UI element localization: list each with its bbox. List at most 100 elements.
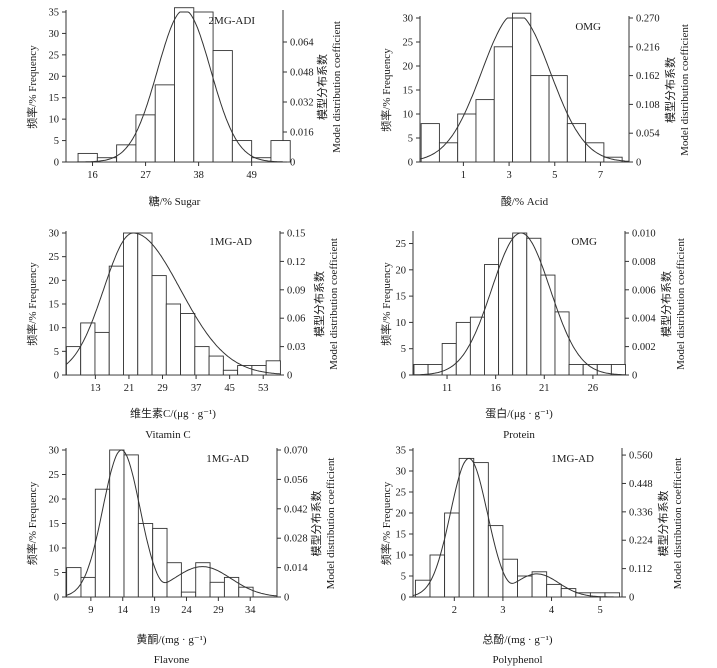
y-tick-label: 10 <box>403 110 414 121</box>
x-tick-label: 34 <box>245 605 256 616</box>
histogram-bar <box>546 583 562 598</box>
x-tick-label: 45 <box>224 383 235 394</box>
y-axis-label: 频率/% Frequency <box>379 481 393 565</box>
y-tick-label: 0 <box>401 371 406 382</box>
histogram-bar <box>548 75 568 163</box>
y2-tick-label: 0.008 <box>632 257 656 268</box>
y2-tick-label: 0.042 <box>284 504 308 515</box>
x-tick-label: 4 <box>549 605 555 616</box>
histogram-bar <box>566 123 587 163</box>
y2-tick-label: 0.336 <box>629 507 653 518</box>
histogram-bar <box>517 575 533 598</box>
histogram-bar <box>222 369 239 376</box>
y2-tick-label: 0.048 <box>290 68 314 79</box>
y-axis-label: 频率/% Frequency <box>25 45 39 129</box>
group-annotation: OMG <box>571 236 597 248</box>
chart-panel-1: 0 5 10 15 20 25 30 35 0 0.016 0.032 0.048 0.064 16 27 3… <box>25 7 343 208</box>
histogram-bar <box>166 562 182 598</box>
y-axis-label: 频率/% Frequency <box>25 481 39 565</box>
y-tick-label: 0 <box>54 593 59 604</box>
x-tick-label: 21 <box>124 383 135 394</box>
x-tick-label: 27 <box>140 170 151 181</box>
y2-tick-label: 0.054 <box>636 129 660 140</box>
y2-tick-label: 0.056 <box>284 475 308 486</box>
y-tick-label: 15 <box>396 530 407 541</box>
y2-axis-label-cn: 模型分布系数 <box>659 271 673 337</box>
histogram-bar <box>152 527 168 598</box>
histogram-bar <box>475 99 495 163</box>
histogram-bar <box>487 525 504 598</box>
x-tick-label: 5 <box>598 605 603 616</box>
histogram-bar <box>455 321 471 376</box>
y-tick-label: 30 <box>403 14 414 25</box>
histogram-bar <box>458 457 475 598</box>
group-annotation: 1MG-AD <box>206 453 249 465</box>
x-tick-label: 19 <box>149 605 160 616</box>
x-tick-label: 16 <box>490 383 501 394</box>
y2-axis-label-en: Model distribution coefficient <box>325 458 337 590</box>
y-tick-label: 25 <box>49 50 60 61</box>
histogram-bar <box>498 237 514 376</box>
y2-tick-label: 0.006 <box>632 285 656 296</box>
x-tick-label: 49 <box>246 170 257 181</box>
y2-axis-label-en: Model distribution coefficient <box>331 21 343 153</box>
y2-axis-label-en: Model distribution coefficient <box>679 24 691 156</box>
y2-tick-label: 0.12 <box>287 257 305 268</box>
y2-axis-label-cn: 模型分布系数 <box>315 54 329 120</box>
histogram-bar <box>231 140 253 163</box>
y2-tick-label: 0.064 <box>290 38 314 49</box>
histogram-bar <box>151 275 167 376</box>
x-tick-label: 29 <box>157 383 168 394</box>
y2-tick-label: 0 <box>290 158 295 169</box>
x-tick-label: 29 <box>213 605 224 616</box>
histogram-bar <box>108 265 124 376</box>
x-tick-label: 53 <box>258 383 269 394</box>
x-axis-label-en: Protein <box>503 429 535 441</box>
histogram-bar <box>180 313 196 376</box>
histogram-bar <box>530 75 550 163</box>
group-annotation: OMG <box>575 21 601 33</box>
y-tick-label: 5 <box>54 568 59 579</box>
y2-tick-label: 0.112 <box>629 564 652 575</box>
y-axis-label: 频率/% Frequency <box>25 262 39 346</box>
y-tick-label: 5 <box>408 134 413 145</box>
histogram-bar <box>420 123 440 163</box>
y-tick-label: 35 <box>49 8 60 19</box>
y2-tick-label: 0.06 <box>287 314 305 325</box>
y2-tick-label: 0 <box>636 158 641 169</box>
histogram-bar <box>194 346 210 376</box>
x-tick-label: 24 <box>181 605 192 616</box>
y2-tick-label: 0.216 <box>636 42 660 53</box>
y-tick-label: 0 <box>54 158 59 169</box>
x-tick-label: 1 <box>461 170 466 181</box>
x-tick-label: 26 <box>588 383 599 394</box>
histogram-bar <box>526 237 542 376</box>
histogram-bar <box>212 50 233 163</box>
y-tick-label: 20 <box>49 72 60 83</box>
y2-tick-label: 0.448 <box>629 479 653 490</box>
y2-tick-label: 0.108 <box>636 100 660 111</box>
y2-tick-label: 0.010 <box>632 229 656 240</box>
y2-axis-label-cn: 模型分布系数 <box>309 491 323 557</box>
histogram-bar <box>94 331 110 376</box>
x-tick-label: 38 <box>193 170 204 181</box>
fitted-curve <box>412 457 622 598</box>
y-tick-label: 30 <box>49 446 60 457</box>
y-tick-label: 20 <box>49 495 60 506</box>
y2-tick-label: 0.162 <box>636 71 660 82</box>
histogram-bar <box>209 581 225 598</box>
y-tick-label: 15 <box>403 86 414 97</box>
histogram-bar <box>560 588 577 598</box>
y2-tick-label: 0.224 <box>629 536 653 547</box>
y-tick-label: 20 <box>403 62 414 73</box>
y-tick-label: 10 <box>396 551 407 562</box>
y2-tick-label: 0.15 <box>287 229 305 240</box>
x-axis-label: 维生素C/(μg · g⁻¹) <box>130 406 216 420</box>
y-tick-label: 25 <box>49 470 60 481</box>
y2-tick-label: 0 <box>284 593 289 604</box>
histogram-bar <box>208 355 224 376</box>
y-tick-label: 30 <box>49 229 60 240</box>
histogram-bar <box>238 586 254 598</box>
histogram-bar <box>473 462 489 598</box>
histogram-bar <box>568 364 584 376</box>
